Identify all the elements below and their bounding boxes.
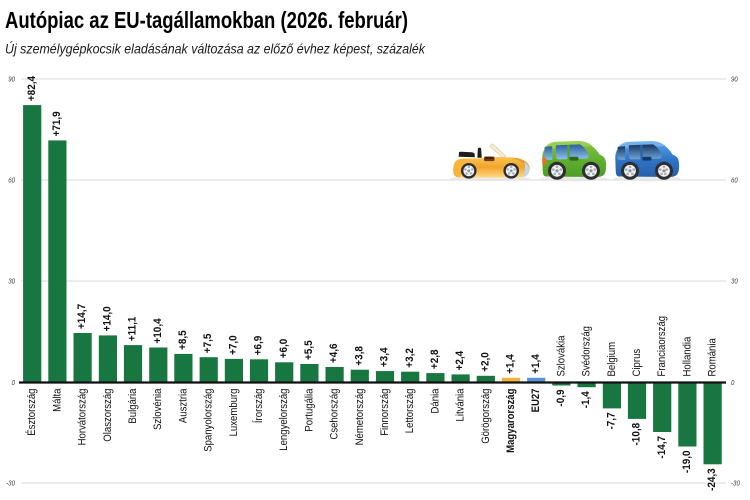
svg-text:+10,4: +10,4 bbox=[152, 318, 164, 344]
svg-text:Lettország: Lettország bbox=[404, 389, 416, 434]
svg-text:90: 90 bbox=[731, 75, 738, 84]
svg-text:-30: -30 bbox=[731, 479, 741, 488]
svg-text:Bulgária: Bulgária bbox=[127, 388, 139, 424]
svg-text:+4,6: +4,6 bbox=[328, 343, 340, 363]
svg-text:-30: -30 bbox=[6, 479, 16, 488]
svg-text:-7,7: -7,7 bbox=[606, 412, 618, 429]
svg-text:-19,0: -19,0 bbox=[681, 451, 693, 474]
svg-text:Szlovákia: Szlovákia bbox=[555, 335, 567, 377]
svg-text:Litvánia: Litvánia bbox=[455, 388, 467, 422]
svg-text:Németország: Németország bbox=[354, 389, 366, 446]
svg-text:Svédország: Svédország bbox=[581, 326, 593, 377]
svg-text:+1,4: +1,4 bbox=[505, 354, 517, 374]
svg-text:+3,4: +3,4 bbox=[379, 347, 391, 367]
svg-text:Hollandia: Hollandia bbox=[681, 336, 693, 377]
svg-text:Lengyelország: Lengyelország bbox=[278, 389, 290, 451]
svg-text:+7,5: +7,5 bbox=[202, 333, 214, 353]
svg-text:Belgium: Belgium bbox=[606, 342, 618, 377]
svg-text:Ausztria: Ausztria bbox=[177, 388, 189, 423]
svg-text:Finnország: Finnország bbox=[379, 389, 391, 436]
svg-text:30: 30 bbox=[731, 277, 738, 286]
svg-text:+82,4: +82,4 bbox=[26, 75, 38, 101]
svg-text:Portugália: Portugália bbox=[303, 388, 315, 432]
svg-text:+7,0: +7,0 bbox=[227, 335, 239, 355]
svg-text:+3,2: +3,2 bbox=[404, 348, 416, 368]
svg-text:Görögország: Görögország bbox=[480, 389, 492, 444]
svg-text:Írország: Írország bbox=[252, 389, 265, 424]
svg-text:Horvátország: Horvátország bbox=[77, 389, 89, 446]
svg-text:+5,5: +5,5 bbox=[303, 340, 315, 360]
svg-text:Franciaország: Franciaország bbox=[656, 316, 668, 377]
svg-text:90: 90 bbox=[8, 75, 15, 84]
svg-text:+14,7: +14,7 bbox=[76, 304, 88, 329]
svg-text:Magyarország: Magyarország bbox=[505, 389, 517, 453]
svg-text:Románia: Románia bbox=[707, 337, 719, 376]
svg-text:+11,1: +11,1 bbox=[127, 316, 139, 341]
svg-text:60: 60 bbox=[8, 176, 15, 185]
svg-text:+8,5: +8,5 bbox=[177, 330, 189, 350]
svg-text:-24,3: -24,3 bbox=[706, 468, 718, 491]
svg-text:Autópiac az EU-tagállamokban (: Autópiac az EU-tagállamokban (2026. febr… bbox=[5, 7, 408, 33]
svg-text:60: 60 bbox=[731, 176, 738, 185]
svg-text:EU27: EU27 bbox=[530, 389, 542, 413]
svg-text:Észtország: Észtország bbox=[25, 389, 38, 436]
svg-text:+6,0: +6,0 bbox=[278, 339, 290, 359]
svg-text:+2,0: +2,0 bbox=[479, 352, 491, 372]
svg-text:0: 0 bbox=[12, 378, 16, 387]
svg-text:+3,8: +3,8 bbox=[353, 346, 365, 366]
svg-text:Csehország: Csehország bbox=[329, 389, 341, 440]
svg-text:30: 30 bbox=[8, 277, 15, 286]
svg-text:+1,4: +1,4 bbox=[530, 354, 542, 374]
svg-text:Dánia: Dánia bbox=[429, 388, 441, 414]
svg-text:-14,7: -14,7 bbox=[656, 436, 668, 459]
svg-text:-1,4: -1,4 bbox=[580, 391, 592, 409]
svg-text:Olaszország: Olaszország bbox=[102, 389, 114, 442]
svg-text:0: 0 bbox=[731, 378, 735, 387]
svg-text:Málta: Málta bbox=[51, 388, 63, 412]
svg-text:+71,9: +71,9 bbox=[51, 111, 63, 136]
svg-text:Új személygépkocsik eladásának: Új személygépkocsik eladásának változása… bbox=[5, 41, 426, 57]
svg-text:-0,9: -0,9 bbox=[555, 390, 567, 407]
svg-text:Ciprus: Ciprus bbox=[631, 348, 643, 376]
svg-text:Spanyolország: Spanyolország bbox=[203, 389, 215, 452]
svg-text:Szlovénia: Szlovénia bbox=[152, 388, 164, 430]
svg-text:Luxemburg: Luxemburg bbox=[228, 389, 240, 437]
svg-text:-10,8: -10,8 bbox=[631, 423, 643, 446]
svg-text:+2,4: +2,4 bbox=[454, 350, 466, 370]
svg-text:+6,9: +6,9 bbox=[253, 336, 265, 356]
svg-text:+2,8: +2,8 bbox=[429, 350, 441, 370]
svg-text:+14,0: +14,0 bbox=[101, 306, 113, 331]
